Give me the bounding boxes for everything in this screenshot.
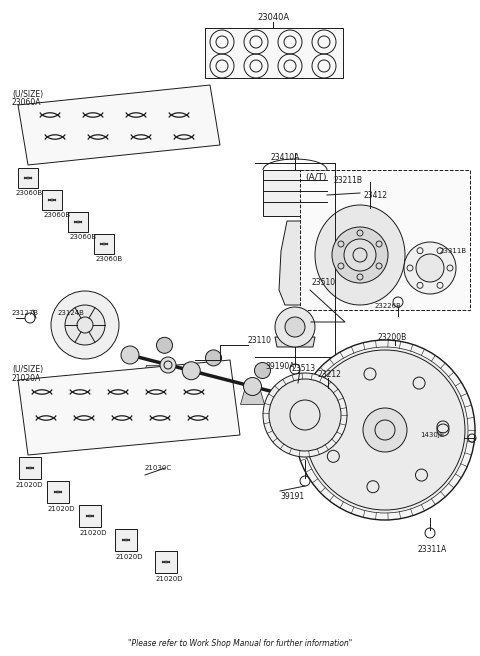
Text: 23200B: 23200B [378, 333, 407, 342]
Circle shape [404, 242, 456, 294]
Text: 39191: 39191 [280, 492, 304, 501]
Circle shape [65, 305, 105, 345]
Text: 23226B: 23226B [375, 303, 402, 309]
Text: 21020D: 21020D [156, 576, 183, 582]
Text: 21020D: 21020D [16, 482, 44, 488]
Circle shape [305, 393, 323, 411]
Text: 23040A: 23040A [257, 13, 289, 22]
Polygon shape [240, 390, 264, 405]
Text: 21020D: 21020D [48, 506, 75, 512]
Bar [155, 551, 177, 573]
Polygon shape [289, 403, 313, 417]
Circle shape [305, 350, 465, 510]
Text: 23060A: 23060A [12, 98, 41, 107]
Bar [42, 190, 62, 210]
Text: 23110: 23110 [248, 336, 272, 345]
Text: 23060B: 23060B [16, 190, 43, 196]
Text: 23060B: 23060B [44, 212, 71, 218]
Text: 23311A: 23311A [418, 545, 447, 554]
Circle shape [416, 254, 444, 282]
Text: 21030C: 21030C [145, 465, 172, 471]
Text: 23311B: 23311B [440, 248, 467, 254]
Text: 23410A: 23410A [270, 153, 300, 162]
Bar [79, 505, 101, 527]
Text: 23211B: 23211B [334, 176, 362, 185]
Text: (U/SIZE): (U/SIZE) [12, 90, 43, 99]
Polygon shape [192, 378, 216, 392]
Circle shape [285, 317, 305, 337]
Text: 21020D: 21020D [116, 554, 144, 560]
Text: 39190A: 39190A [265, 362, 295, 371]
Text: (U/SIZE): (U/SIZE) [12, 365, 43, 374]
Polygon shape [143, 365, 167, 379]
Text: 23060B: 23060B [70, 234, 97, 240]
Text: 23212: 23212 [318, 370, 342, 379]
Circle shape [295, 340, 475, 520]
Text: 23124B: 23124B [58, 310, 85, 316]
Bar [94, 234, 114, 254]
Circle shape [121, 346, 139, 364]
Circle shape [51, 291, 119, 359]
Text: 23127B: 23127B [12, 310, 39, 316]
Circle shape [366, 409, 384, 427]
Circle shape [156, 337, 172, 354]
Bar [205, 28, 343, 78]
Bar [47, 481, 69, 503]
Circle shape [254, 363, 271, 379]
Bar [300, 170, 470, 310]
Text: 21020D: 21020D [80, 530, 108, 536]
Circle shape [363, 408, 407, 452]
Circle shape [302, 347, 468, 513]
Circle shape [182, 361, 200, 380]
Bar [263, 170, 327, 216]
Text: 1430JE: 1430JE [420, 432, 444, 438]
Polygon shape [18, 85, 220, 165]
Ellipse shape [315, 205, 405, 305]
Bar [68, 212, 88, 232]
Polygon shape [275, 337, 315, 347]
Circle shape [243, 377, 262, 396]
Text: 23510: 23510 [312, 278, 336, 287]
Circle shape [269, 379, 341, 451]
Circle shape [332, 227, 388, 283]
Bar [19, 457, 41, 479]
Text: 23412: 23412 [363, 192, 387, 201]
Polygon shape [279, 221, 311, 305]
Text: 23060B: 23060B [96, 256, 123, 262]
Circle shape [275, 307, 315, 347]
Circle shape [263, 373, 347, 457]
Bar [18, 168, 38, 188]
Circle shape [303, 375, 320, 391]
Text: 21020A: 21020A [12, 374, 41, 383]
Circle shape [344, 239, 376, 271]
Bar [115, 529, 137, 551]
Polygon shape [18, 360, 240, 455]
Text: 23513: 23513 [292, 364, 316, 373]
Text: "Please refer to Work Shop Manual for further information": "Please refer to Work Shop Manual for fu… [128, 639, 352, 648]
Text: (A/T): (A/T) [305, 173, 326, 182]
Circle shape [205, 350, 221, 366]
Circle shape [160, 357, 176, 373]
